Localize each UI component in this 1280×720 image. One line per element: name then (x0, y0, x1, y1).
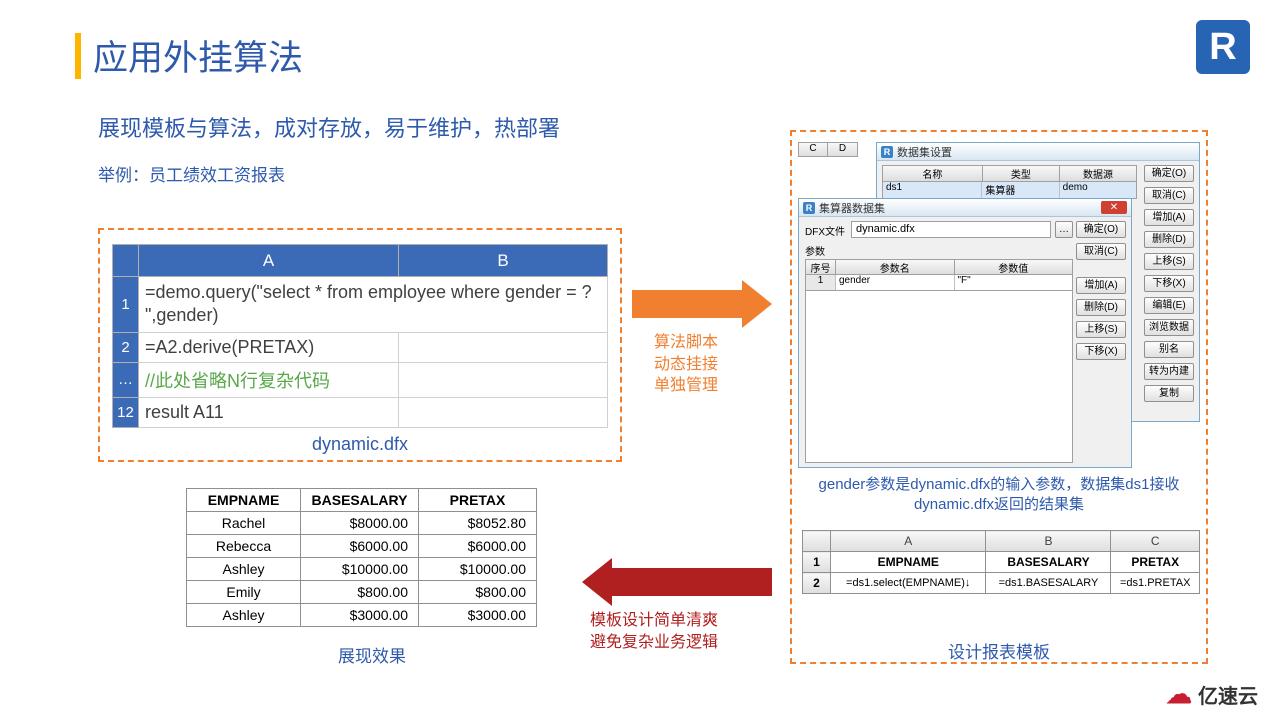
embed-button[interactable]: 转为内建 (1144, 363, 1194, 380)
cancel-button[interactable]: 取消(C) (1144, 187, 1194, 204)
code-cell: =demo.query("select * from employee wher… (139, 277, 608, 333)
result-table: EMPNAME BASESALARY PRETAX Rachel$8000.00… (186, 488, 537, 627)
dfx-file-field[interactable]: dynamic.dfx (851, 221, 1051, 238)
code-caption: dynamic.dfx (112, 434, 608, 455)
title-accent (75, 33, 81, 79)
arrow-right (632, 280, 772, 328)
right-caption-1: gender参数是dynamic.dfx的输入参数，数据集ds1接收dynami… (802, 475, 1196, 516)
arrow-label: 模板设计简单清爽 避免复杂业务逻辑 (590, 610, 718, 653)
arrow-label: 算法脚本 动态挂接 单独管理 (654, 332, 718, 397)
ok-button[interactable]: 确定(O) (1076, 221, 1126, 238)
movedown-button[interactable]: 下移(X) (1076, 343, 1126, 360)
col-header: A (139, 245, 399, 277)
edit-button[interactable]: 编辑(E) (1144, 297, 1194, 314)
moveup-button[interactable]: 上移(S) (1076, 321, 1126, 338)
arrow-left (582, 558, 772, 606)
code-cell: result A11 (139, 397, 399, 427)
preview-button[interactable]: 浏览数据 (1144, 319, 1194, 336)
logo-top-right: R (1196, 20, 1250, 74)
logo-bottom-right: ☁ 亿速云 (1166, 679, 1258, 710)
code-cell: //此处省略N行复杂代码 (139, 362, 399, 397)
right-caption-2: 设计报表模板 (790, 638, 1208, 663)
add-button[interactable]: 增加(A) (1076, 277, 1126, 294)
code-cell: =A2.derive(PRETAX) (139, 332, 399, 362)
delete-button[interactable]: 删除(D) (1144, 231, 1194, 248)
cloud-icon: ☁ (1166, 679, 1192, 710)
dialog-spl-dataset: R集算器数据集✕ DFX文件 dynamic.dfx … 确定(O) 取消(C)… (798, 198, 1132, 468)
code-panel: A B 1 =demo.query("select * from employe… (98, 228, 622, 462)
col-header: B (399, 245, 608, 277)
add-button[interactable]: 增加(A) (1144, 209, 1194, 226)
page-title: 应用外挂算法 (93, 30, 303, 81)
right-panel: R数据集设置 名称 类型 数据源 ds1 集算器 demo 确定(O) 取消(C… (790, 130, 1208, 664)
result-caption: 展现效果 (186, 642, 558, 667)
close-icon[interactable]: ✕ (1101, 201, 1127, 214)
alias-button[interactable]: 别名 (1144, 341, 1194, 358)
ok-button[interactable]: 确定(O) (1144, 165, 1194, 182)
copy-button[interactable]: 复制 (1144, 385, 1194, 402)
delete-button[interactable]: 删除(D) (1076, 299, 1126, 316)
movedown-button[interactable]: 下移(X) (1144, 275, 1194, 292)
browse-button[interactable]: … (1055, 221, 1073, 238)
title-bar: 应用外挂算法 (75, 30, 1280, 81)
design-table: A B C 1 EMPNAME BASESALARY PRETAX 2 =ds1… (802, 530, 1200, 594)
cancel-button[interactable]: 取消(C) (1076, 243, 1126, 260)
code-table: A B 1 =demo.query("select * from employe… (112, 244, 608, 428)
moveup-button[interactable]: 上移(S) (1144, 253, 1194, 270)
